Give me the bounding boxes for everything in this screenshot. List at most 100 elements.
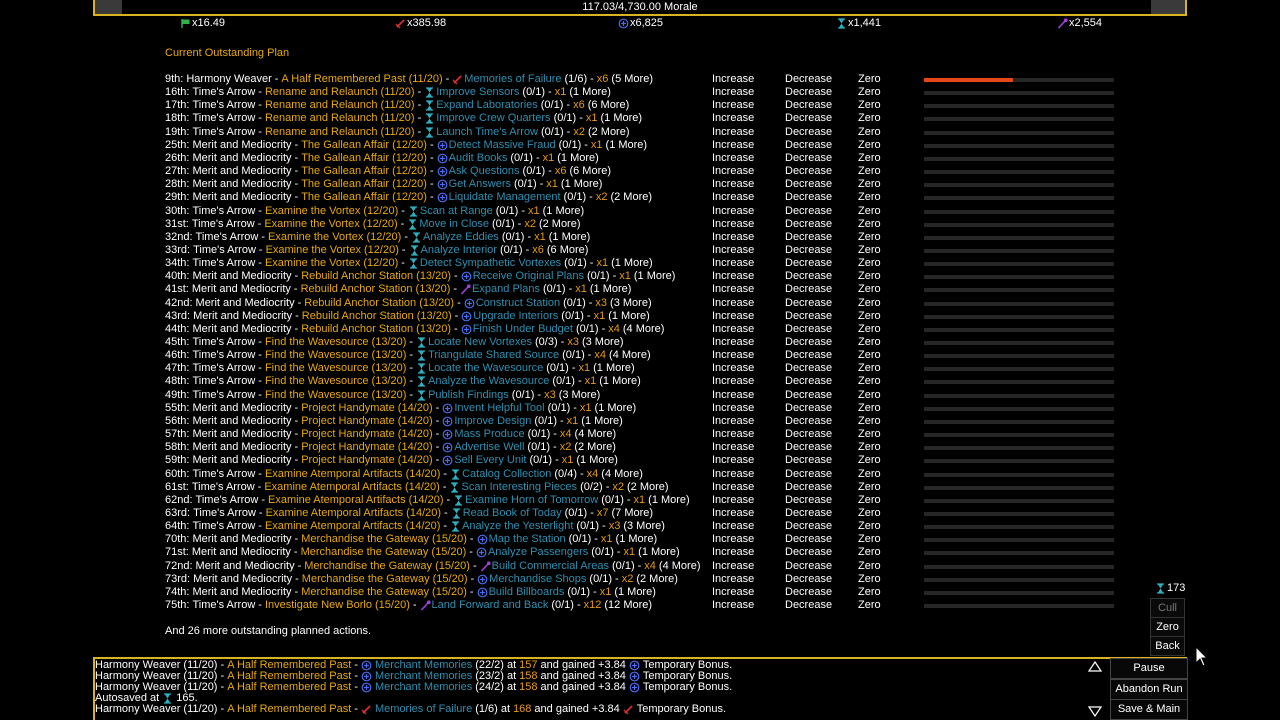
decrease-button[interactable]: Decrease xyxy=(785,322,833,335)
decrease-button[interactable]: Decrease xyxy=(785,349,833,362)
zero-button[interactable]: Zero xyxy=(858,257,881,270)
increase-button[interactable]: Increase xyxy=(712,296,755,309)
increase-button[interactable]: Increase xyxy=(712,112,755,125)
decrease-button[interactable]: Decrease xyxy=(785,585,833,598)
increase-button[interactable]: Increase xyxy=(712,217,755,230)
increase-button[interactable]: Increase xyxy=(712,520,755,533)
zero-button[interactable]: Zero xyxy=(858,151,881,164)
increase-button[interactable]: Increase xyxy=(712,322,755,335)
increase-button[interactable]: Increase xyxy=(712,243,755,256)
decrease-button[interactable]: Decrease xyxy=(785,428,833,441)
zero-button[interactable]: Zero xyxy=(858,296,881,309)
increase-button[interactable]: Increase xyxy=(712,428,755,441)
zero-button[interactable]: Zero xyxy=(858,467,881,480)
increase-button[interactable]: Increase xyxy=(712,309,755,322)
increase-button[interactable]: Increase xyxy=(712,257,755,270)
zero-button[interactable]: Zero xyxy=(858,309,881,322)
increase-button[interactable]: Increase xyxy=(712,86,755,99)
decrease-button[interactable]: Decrease xyxy=(785,336,833,348)
decrease-button[interactable]: Decrease xyxy=(785,138,833,151)
increase-button[interactable]: Increase xyxy=(712,270,755,283)
increase-button[interactable]: Increase xyxy=(712,559,755,572)
zero-button[interactable]: Zero xyxy=(858,520,881,533)
side-button[interactable]: Back xyxy=(1150,636,1185,656)
increase-button[interactable]: Increase xyxy=(712,375,755,388)
zero-button[interactable]: Zero xyxy=(858,375,881,388)
decrease-button[interactable]: Decrease xyxy=(785,165,833,178)
increase-button[interactable]: Increase xyxy=(712,441,755,454)
zero-button[interactable]: Zero xyxy=(858,362,881,375)
decrease-button[interactable]: Decrease xyxy=(785,191,833,204)
increase-button[interactable]: Increase xyxy=(712,480,755,493)
zero-button[interactable]: Zero xyxy=(858,349,881,362)
increase-button[interactable]: Increase xyxy=(712,230,755,243)
increase-button[interactable]: Increase xyxy=(712,454,755,467)
increase-button[interactable]: Increase xyxy=(712,599,755,611)
decrease-button[interactable]: Decrease xyxy=(785,506,833,519)
decrease-button[interactable]: Decrease xyxy=(785,257,833,270)
increase-button[interactable]: Increase xyxy=(712,138,755,151)
decrease-button[interactable]: Decrease xyxy=(785,283,833,296)
zero-button[interactable]: Zero xyxy=(858,230,881,243)
zero-button[interactable]: Zero xyxy=(858,428,881,441)
zero-button[interactable]: Zero xyxy=(858,204,881,217)
zero-button[interactable]: Zero xyxy=(858,336,881,348)
scroll-up[interactable] xyxy=(1088,661,1102,673)
increase-button[interactable]: Increase xyxy=(712,572,755,585)
decrease-button[interactable]: Decrease xyxy=(785,296,833,309)
zero-button[interactable]: Zero xyxy=(858,178,881,191)
decrease-button[interactable]: Decrease xyxy=(785,559,833,572)
decrease-button[interactable]: Decrease xyxy=(785,217,833,230)
decrease-button[interactable]: Decrease xyxy=(785,572,833,585)
decrease-button[interactable]: Decrease xyxy=(785,230,833,243)
increase-button[interactable]: Increase xyxy=(712,533,755,546)
zero-button[interactable]: Zero xyxy=(858,138,881,151)
zero-button[interactable]: Zero xyxy=(858,599,881,611)
decrease-button[interactable]: Decrease xyxy=(785,388,833,401)
decrease-button[interactable]: Decrease xyxy=(785,480,833,493)
increase-button[interactable]: Increase xyxy=(712,401,755,414)
decrease-button[interactable]: Decrease xyxy=(785,546,833,559)
zero-button[interactable]: Zero xyxy=(858,112,881,125)
zero-button[interactable]: Zero xyxy=(858,165,881,178)
zero-button[interactable]: Zero xyxy=(858,73,881,85)
increase-button[interactable]: Increase xyxy=(712,349,755,362)
increase-button[interactable]: Increase xyxy=(712,283,755,296)
decrease-button[interactable]: Decrease xyxy=(785,414,833,427)
zero-button[interactable]: Zero xyxy=(858,125,881,138)
decrease-button[interactable]: Decrease xyxy=(785,86,833,99)
zero-button[interactable]: Zero xyxy=(858,99,881,112)
decrease-button[interactable]: Decrease xyxy=(785,73,833,85)
zero-button[interactable]: Zero xyxy=(858,322,881,335)
zero-button[interactable]: Zero xyxy=(858,217,881,230)
increase-button[interactable]: Increase xyxy=(712,585,755,598)
action-button[interactable]: Pause xyxy=(1110,658,1188,679)
zero-button[interactable]: Zero xyxy=(858,480,881,493)
increase-button[interactable]: Increase xyxy=(712,73,755,85)
decrease-button[interactable]: Decrease xyxy=(785,204,833,217)
increase-button[interactable]: Increase xyxy=(712,99,755,112)
zero-button[interactable]: Zero xyxy=(858,506,881,519)
decrease-button[interactable]: Decrease xyxy=(785,375,833,388)
increase-button[interactable]: Increase xyxy=(712,493,755,506)
increase-button[interactable]: Increase xyxy=(712,178,755,191)
decrease-button[interactable]: Decrease xyxy=(785,243,833,256)
side-button[interactable]: Cull xyxy=(1150,598,1185,618)
zero-button[interactable]: Zero xyxy=(858,243,881,256)
side-button[interactable]: Zero xyxy=(1150,617,1185,637)
decrease-button[interactable]: Decrease xyxy=(785,309,833,322)
zero-button[interactable]: Zero xyxy=(858,533,881,546)
increase-button[interactable]: Increase xyxy=(712,362,755,375)
decrease-button[interactable]: Decrease xyxy=(785,599,833,611)
zero-button[interactable]: Zero xyxy=(858,493,881,506)
decrease-button[interactable]: Decrease xyxy=(785,151,833,164)
zero-button[interactable]: Zero xyxy=(858,191,881,204)
increase-button[interactable]: Increase xyxy=(712,414,755,427)
zero-button[interactable]: Zero xyxy=(858,454,881,467)
decrease-button[interactable]: Decrease xyxy=(785,533,833,546)
decrease-button[interactable]: Decrease xyxy=(785,441,833,454)
zero-button[interactable]: Zero xyxy=(858,441,881,454)
zero-button[interactable]: Zero xyxy=(858,86,881,99)
zero-button[interactable]: Zero xyxy=(858,414,881,427)
zero-button[interactable]: Zero xyxy=(858,585,881,598)
